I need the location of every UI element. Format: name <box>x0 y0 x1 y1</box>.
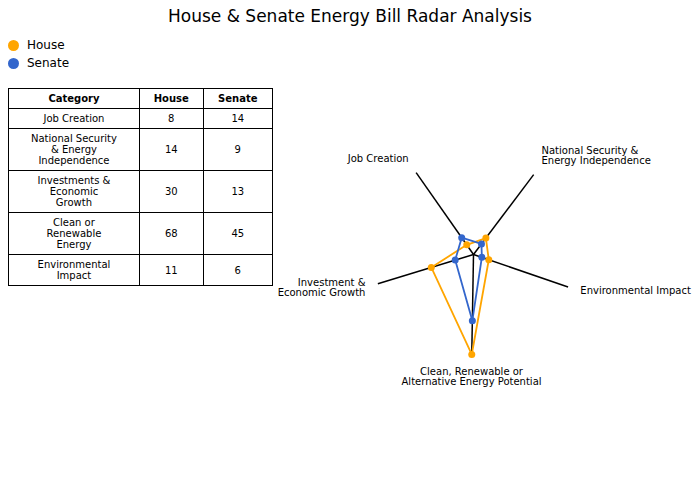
html-text:Category: Category <box>48 93 100 104</box>
html-text:House & Senate Energy Bill Rad: House & Senate Energy Bill Radar Analysi… <box>168 6 532 26</box>
svg-text:Clean, Renewable orAlternative: Clean, Renewable orAlternative Energy Po… <box>402 366 542 387</box>
svg-text:Investment &Economic Growth: Investment &Economic Growth <box>278 277 366 298</box>
html-text:Environmental Impact: Environmental Impact <box>37 259 111 281</box>
html-text:National Security & Energy Ind: National Security & Energy Independence <box>31 133 117 166</box>
html-text:House: House <box>27 38 65 52</box>
svg-text:National Security &Energy Inde: National Security &Energy Independence <box>542 145 651 166</box>
svg-text:Job Creation: Job Creation <box>347 153 409 164</box>
html-text:Job Creation: Job Creation <box>43 113 105 124</box>
html-text:9: 9 <box>234 144 241 155</box>
html-text:6: 6 <box>234 264 241 276</box>
html-text:45: 45 <box>231 228 245 239</box>
html-text:House: House <box>153 93 189 104</box>
html-text:8: 8 <box>168 113 175 124</box>
html-text:Senate: Senate <box>218 93 258 104</box>
html-text:30: 30 <box>164 186 178 197</box>
html-text:11: 11 <box>164 264 178 276</box>
html-text:13: 13 <box>231 186 245 197</box>
html-text:14: 14 <box>164 144 178 155</box>
svg-text:Environmental Impact: Environmental Impact <box>580 285 691 296</box>
html-text:Investments & Economic Growth: Investments & Economic Growth <box>37 175 111 208</box>
html-text:Clean or Renewable Energy: Clean or Renewable Energy <box>46 217 102 250</box>
html-text:Senate: Senate <box>27 56 69 70</box>
html-text:14: 14 <box>231 113 245 124</box>
html-text:68: 68 <box>164 228 178 239</box>
